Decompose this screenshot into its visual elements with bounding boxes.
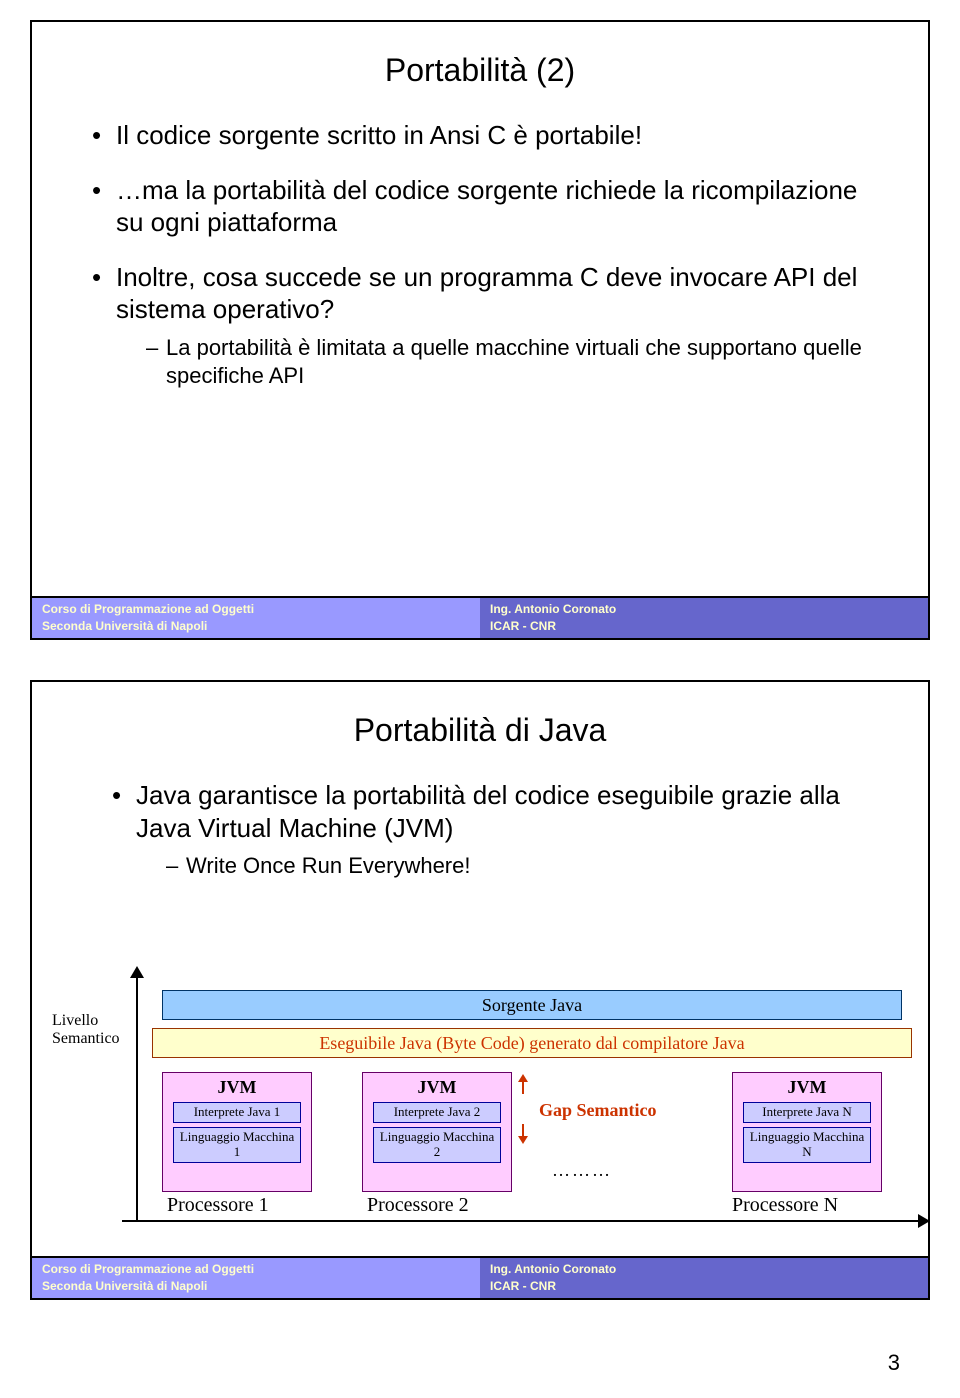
y-axis xyxy=(136,972,138,1222)
footer-university: Seconda Università di Napoli xyxy=(42,1278,470,1295)
sub-bullet-list: La portabilità è limitata a quelle macch… xyxy=(116,334,878,391)
gap-semantico-label: Gap Semantico xyxy=(539,1100,657,1121)
sub-bullet-list: Write Once Run Everywhere! xyxy=(136,852,878,881)
interpreter-box: Interprete Java N xyxy=(743,1102,871,1123)
footer-right: Ing. Antonio Coronato ICAR - CNR xyxy=(480,1258,928,1298)
footer-university: Seconda Università di Napoli xyxy=(42,618,470,635)
slide-title: Portabilità di Java xyxy=(82,712,878,749)
interpreter-box: Interprete Java 1 xyxy=(173,1102,301,1123)
footer-author: Ing. Antonio Coronato xyxy=(490,601,918,618)
jvm-title: JVM xyxy=(167,1077,307,1098)
footer-course: Corso di Programmazione ad Oggetti xyxy=(42,1261,470,1278)
footer-org: ICAR - CNR xyxy=(490,1278,918,1295)
bullet: Java garantisce la portabilità del codic… xyxy=(112,779,878,881)
bullet-text: Inoltre, cosa succede se un programma C … xyxy=(116,262,857,325)
source-java-bar: Sorgente Java xyxy=(162,990,902,1020)
footer-org: ICAR - CNR xyxy=(490,618,918,635)
jvm-column-n: JVM Interprete Java N Linguaggio Macchin… xyxy=(732,1072,882,1192)
gap-arrow-down-icon xyxy=(522,1124,524,1138)
jvm-column-1: JVM Interprete Java 1 Linguaggio Macchin… xyxy=(162,1072,312,1192)
bullet-list: Java garantisce la portabilità del codic… xyxy=(82,779,878,881)
x-axis xyxy=(122,1220,922,1222)
footer-left: Corso di Programmazione ad Oggetti Secon… xyxy=(32,1258,480,1298)
machine-lang-box: Linguaggio Macchina N xyxy=(743,1127,871,1163)
machine-lang-box: Linguaggio Macchina 1 xyxy=(173,1127,301,1163)
jvm-column-2: JVM Interprete Java 2 Linguaggio Macchin… xyxy=(362,1072,512,1192)
footer-left: Corso di Programmazione ad Oggetti Secon… xyxy=(32,598,480,638)
jvm-title: JVM xyxy=(737,1077,877,1098)
jvm-title: JVM xyxy=(367,1077,507,1098)
slide-footer: Corso di Programmazione ad Oggetti Secon… xyxy=(32,1256,928,1298)
slide-footer: Corso di Programmazione ad Oggetti Secon… xyxy=(32,596,928,638)
bytecode-bar: Eseguibile Java (Byte Code) generato dal… xyxy=(152,1028,912,1058)
slide-2: Portabilità di Java Java garantisce la p… xyxy=(30,680,930,1300)
processor-label: Processore 2 xyxy=(367,1194,469,1217)
page-number: 3 xyxy=(30,1340,930,1376)
processor-label: Processore 1 xyxy=(167,1194,269,1217)
footer-author: Ing. Antonio Coronato xyxy=(490,1261,918,1278)
slide-1: Portabilità (2) Il codice sorgente scrit… xyxy=(30,20,930,640)
bullet: …ma la portabilità del codice sorgente r… xyxy=(92,174,878,239)
footer-course: Corso di Programmazione ad Oggetti xyxy=(42,601,470,618)
interpreter-box: Interprete Java 2 xyxy=(373,1102,501,1123)
sub-bullet: Write Once Run Everywhere! xyxy=(166,852,878,881)
jvm-diagram: Livello Semantico Sorgente Java Eseguibi… xyxy=(52,972,898,1232)
footer-right: Ing. Antonio Coronato ICAR - CNR xyxy=(480,598,928,638)
gap-arrow-up-icon xyxy=(522,1080,524,1094)
sub-bullet: La portabilità è limitata a quelle macch… xyxy=(146,334,878,391)
machine-lang-box: Linguaggio Macchina 2 xyxy=(373,1127,501,1163)
bullet-list: Il codice sorgente scritto in Ansi C è p… xyxy=(82,119,878,391)
bullet: Inoltre, cosa succede se un programma C … xyxy=(92,261,878,391)
ellipsis: ……… xyxy=(552,1160,612,1181)
y-axis-arrow-icon xyxy=(130,966,144,978)
axis-label: Livello Semantico xyxy=(52,1012,120,1047)
processor-label: Processore N xyxy=(732,1194,838,1217)
x-axis-arrow-icon xyxy=(918,1214,930,1228)
bullet: Il codice sorgente scritto in Ansi C è p… xyxy=(92,119,878,152)
slide-title: Portabilità (2) xyxy=(82,52,878,89)
bullet-text: Java garantisce la portabilità del codic… xyxy=(136,780,840,843)
